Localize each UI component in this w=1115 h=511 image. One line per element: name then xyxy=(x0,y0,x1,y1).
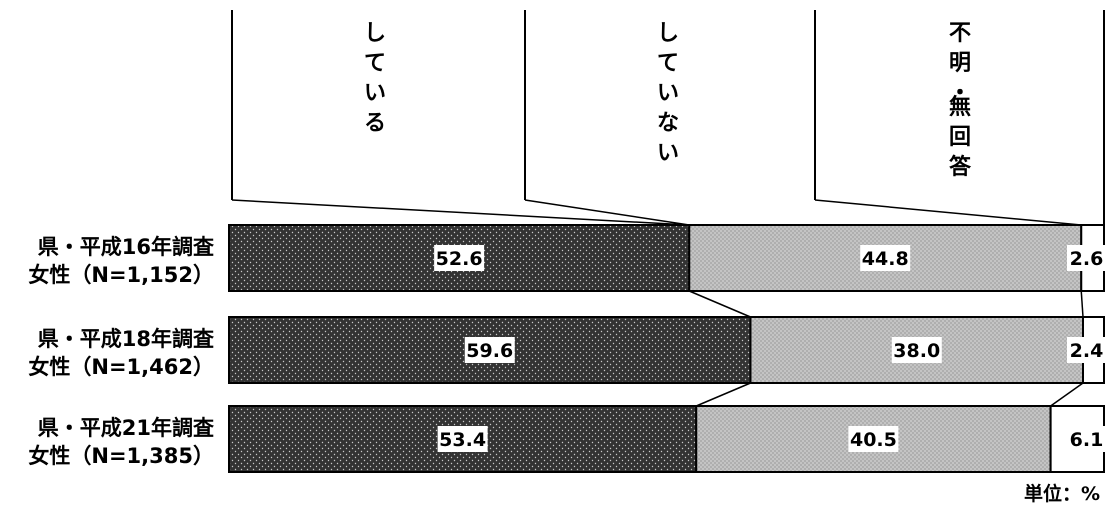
data-label-bg xyxy=(434,245,485,271)
legend-label: 回 xyxy=(949,125,971,150)
data-label: 2.4 xyxy=(1070,340,1104,362)
data-label-bg xyxy=(464,337,515,363)
category-label: 女性（N=1,462） xyxy=(28,355,214,379)
legend-label: い xyxy=(364,81,386,106)
legend-label: な xyxy=(657,111,679,136)
legend-label: ・ xyxy=(949,81,971,106)
data-label-bg xyxy=(437,426,488,452)
legend-label: い xyxy=(657,141,679,166)
connector-line xyxy=(695,382,751,407)
data-label: 52.6 xyxy=(436,248,483,270)
legend-label: 明 xyxy=(949,51,971,76)
connector-line xyxy=(1080,290,1084,318)
connector-line xyxy=(688,290,751,318)
legend-label: 答 xyxy=(949,154,972,180)
data-label-bg xyxy=(860,245,911,271)
legend-label: 不 xyxy=(949,21,971,46)
connector-line xyxy=(1050,382,1084,407)
data-label: 53.4 xyxy=(439,429,486,451)
category-label: 女性（N=1,152） xyxy=(28,263,214,287)
data-label-bg xyxy=(1067,337,1106,363)
legend-label: て xyxy=(657,51,679,76)
data-label-bg xyxy=(1067,245,1106,271)
legend-label: 無 xyxy=(949,94,971,120)
legend-label: し xyxy=(364,21,386,46)
unit-note: 単位：% xyxy=(1024,482,1100,505)
data-label: 59.6 xyxy=(466,340,513,362)
data-label-bg xyxy=(891,337,942,363)
data-label: 38.0 xyxy=(893,340,940,362)
legend-label: て xyxy=(364,51,386,76)
category-label: 県・平成16年調査 xyxy=(38,235,214,259)
category-label: 女性（N=1,385） xyxy=(28,444,214,468)
category-label: 県・平成18年調査 xyxy=(38,327,214,351)
legend-label: い xyxy=(657,81,679,106)
data-label: 40.5 xyxy=(850,429,897,451)
data-label: 2.6 xyxy=(1070,248,1104,270)
data-label-bg xyxy=(1067,426,1106,452)
legend-leader xyxy=(524,199,690,226)
data-label-bg xyxy=(848,426,899,452)
legend-leader xyxy=(231,199,690,226)
data-label: 6.1 xyxy=(1070,429,1104,451)
category-label: 県・平成21年調査 xyxy=(38,416,214,440)
legend-label: し xyxy=(657,21,679,46)
data-label: 44.8 xyxy=(862,248,909,270)
legend-leader xyxy=(814,199,1082,226)
legend-label: る xyxy=(364,111,386,136)
